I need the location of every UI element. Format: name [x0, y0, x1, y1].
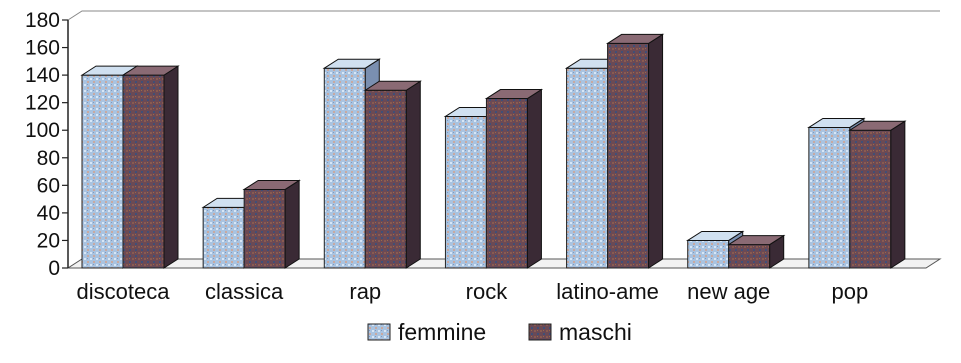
bar-front	[444, 115, 487, 269]
bar-top	[807, 117, 866, 128]
x-tick-label: rap	[349, 279, 381, 304]
bar-femmine-new age	[686, 230, 745, 269]
bar-top	[686, 230, 745, 241]
bar-side	[163, 65, 179, 269]
bar-front	[323, 67, 366, 269]
bar-side	[526, 88, 542, 269]
y-tick-label: 20	[37, 229, 60, 252]
bar-front	[849, 129, 892, 269]
bar-side	[405, 80, 421, 269]
x-tick-label: new age	[687, 279, 770, 304]
legend-label: maschi	[559, 319, 632, 345]
x-tick-label: rock	[466, 279, 509, 304]
y-tick-label: 40	[37, 202, 60, 225]
bar-top	[322, 58, 381, 69]
y-tick-label: 80	[37, 147, 60, 170]
legend-label: femmine	[398, 319, 486, 345]
bar-top	[605, 33, 665, 44]
bar-top	[121, 65, 180, 76]
bar-front	[364, 89, 407, 269]
x-tick-label: latino-ame	[556, 279, 659, 304]
bar-front	[566, 67, 609, 269]
x-tick-label: pop	[831, 279, 868, 304]
y-tick-label: 0	[48, 257, 60, 280]
bar-front	[202, 206, 245, 269]
bar-top	[848, 120, 907, 131]
x-tick-label: discoteca	[77, 279, 171, 304]
bar-maschi-discoteca	[121, 65, 180, 269]
bar-front	[808, 126, 851, 269]
y-tick-label: 100	[25, 119, 60, 142]
y-tick-label: 180	[25, 9, 60, 32]
x-tick-label: classica	[205, 279, 284, 304]
bar-maschi-rock	[484, 88, 544, 269]
bar-top	[484, 89, 544, 100]
bar-maschi-new age	[727, 234, 786, 269]
bar-front	[728, 244, 771, 269]
legend-swatch	[367, 323, 391, 341]
bar-side	[890, 120, 906, 269]
bar-front	[485, 98, 528, 269]
y-tick-label: 120	[25, 92, 60, 115]
y-tick-label: 160	[25, 37, 60, 60]
bar-top	[242, 179, 301, 190]
bar-maschi-pop	[848, 120, 907, 269]
bar-side	[284, 179, 300, 269]
bar-front	[687, 239, 730, 269]
legend-swatch	[528, 323, 552, 341]
plot-frame-top	[67, 10, 940, 21]
bar-maschi-classica	[242, 179, 301, 269]
bar-front	[81, 74, 124, 269]
legend-item-maschi: maschi	[528, 319, 632, 345]
legend-item-femmine: femmine	[367, 319, 486, 345]
y-tick-label: 60	[37, 174, 60, 197]
bar-front	[243, 188, 286, 269]
bar-front	[122, 74, 165, 269]
bar-front	[607, 42, 650, 269]
bar-maschi-rap	[363, 80, 422, 269]
y-tick-label: 140	[25, 64, 60, 87]
bar-top	[727, 235, 786, 246]
bar-side	[648, 33, 664, 269]
bar-maschi-latino-ame	[605, 33, 665, 269]
bar-top	[363, 80, 422, 91]
